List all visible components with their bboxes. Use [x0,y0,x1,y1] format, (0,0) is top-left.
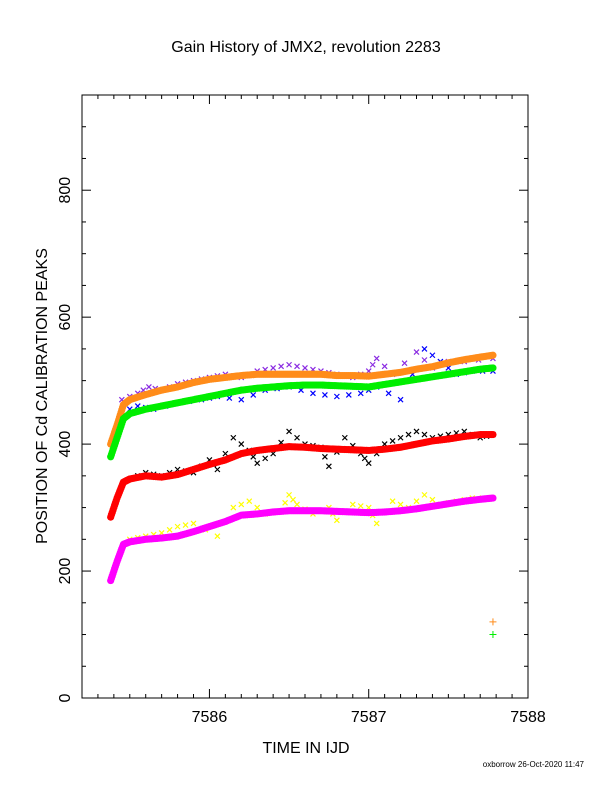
data-point [361,455,368,462]
data-point [270,365,277,371]
data-point [190,520,197,527]
data-point [294,363,300,370]
data-point [282,499,289,506]
data-point [230,504,237,511]
y-tick-label: 600 [57,304,74,331]
x-tick-label: 7588 [510,709,546,726]
series-green-dot [107,364,497,461]
data-point [230,434,237,441]
y-axis-title: POSITION OF Cd CALIBRATION PEAKS [34,248,51,544]
series-layer [107,345,497,639]
data-point [246,498,253,505]
series-orange-plus [489,618,497,626]
data-point [489,364,497,372]
data-point [421,431,428,438]
data-point [369,361,376,368]
y-tick-label: 0 [57,693,74,702]
data-point [286,491,292,498]
data-point [357,390,364,397]
y-tick-label: 200 [57,558,74,585]
x-axis-title: TIME IN IJD [262,740,349,757]
data-point [365,460,372,467]
data-point [278,363,285,370]
data-point [262,455,269,462]
data-point [489,430,497,439]
data-point [333,517,340,524]
data-point [238,441,245,448]
data-point [345,391,352,398]
data-point [286,428,292,435]
data-point [294,434,300,441]
y-tick-label: 400 [57,431,74,458]
data-point [214,533,221,540]
data-point [321,453,328,460]
data-point [405,431,412,438]
data-point [421,345,428,352]
axis-ticks: 7586 7587 7588 0 200 400 600 800 [57,94,546,726]
data-point [429,352,436,359]
data-point [310,390,316,397]
data-point [238,501,245,508]
footer-credit: oxborrow 26-Oct-2020 11:47 [483,760,585,769]
data-point [489,351,497,359]
data-point [325,463,332,470]
data-point [145,384,152,390]
data-point [489,618,497,626]
x-tick-label: 7586 [192,709,228,726]
data-point [389,438,396,444]
data-point [421,491,428,498]
data-point [333,393,340,400]
y-tick-label: 800 [57,177,74,204]
data-point [254,460,261,467]
data-point [174,523,181,530]
series-red-dot [107,430,497,521]
data-point [401,360,408,367]
data-point [413,349,420,355]
data-point [349,501,356,508]
data-point [182,522,189,528]
x-tick-label: 7587 [351,709,387,726]
data-point [373,355,380,362]
data-point [397,501,404,508]
data-point [397,434,404,441]
data-point [413,428,420,435]
data-point [389,498,396,505]
data-point [357,503,364,509]
data-point [381,363,388,370]
data-point [250,391,257,398]
data-point [294,501,300,508]
data-point [341,434,348,441]
data-point [421,357,428,363]
data-point [397,396,404,403]
data-point [254,504,261,511]
series-orange-dot [107,351,497,448]
data-point [238,396,245,403]
data-point [321,391,328,398]
data-point [302,365,308,371]
chart-title: Gain History of JMX2, revolution 2283 [171,39,441,56]
data-point [214,466,221,473]
data-point [385,390,392,397]
data-point [373,520,380,527]
data-point [290,496,296,503]
data-point [429,496,436,503]
data-point [489,494,497,502]
data-point [489,631,497,639]
data-point [222,450,229,457]
data-point [413,498,420,505]
data-point [286,361,292,368]
data-point [166,526,173,533]
series-magenta-dot [107,494,497,585]
series-green-plus [489,631,497,639]
